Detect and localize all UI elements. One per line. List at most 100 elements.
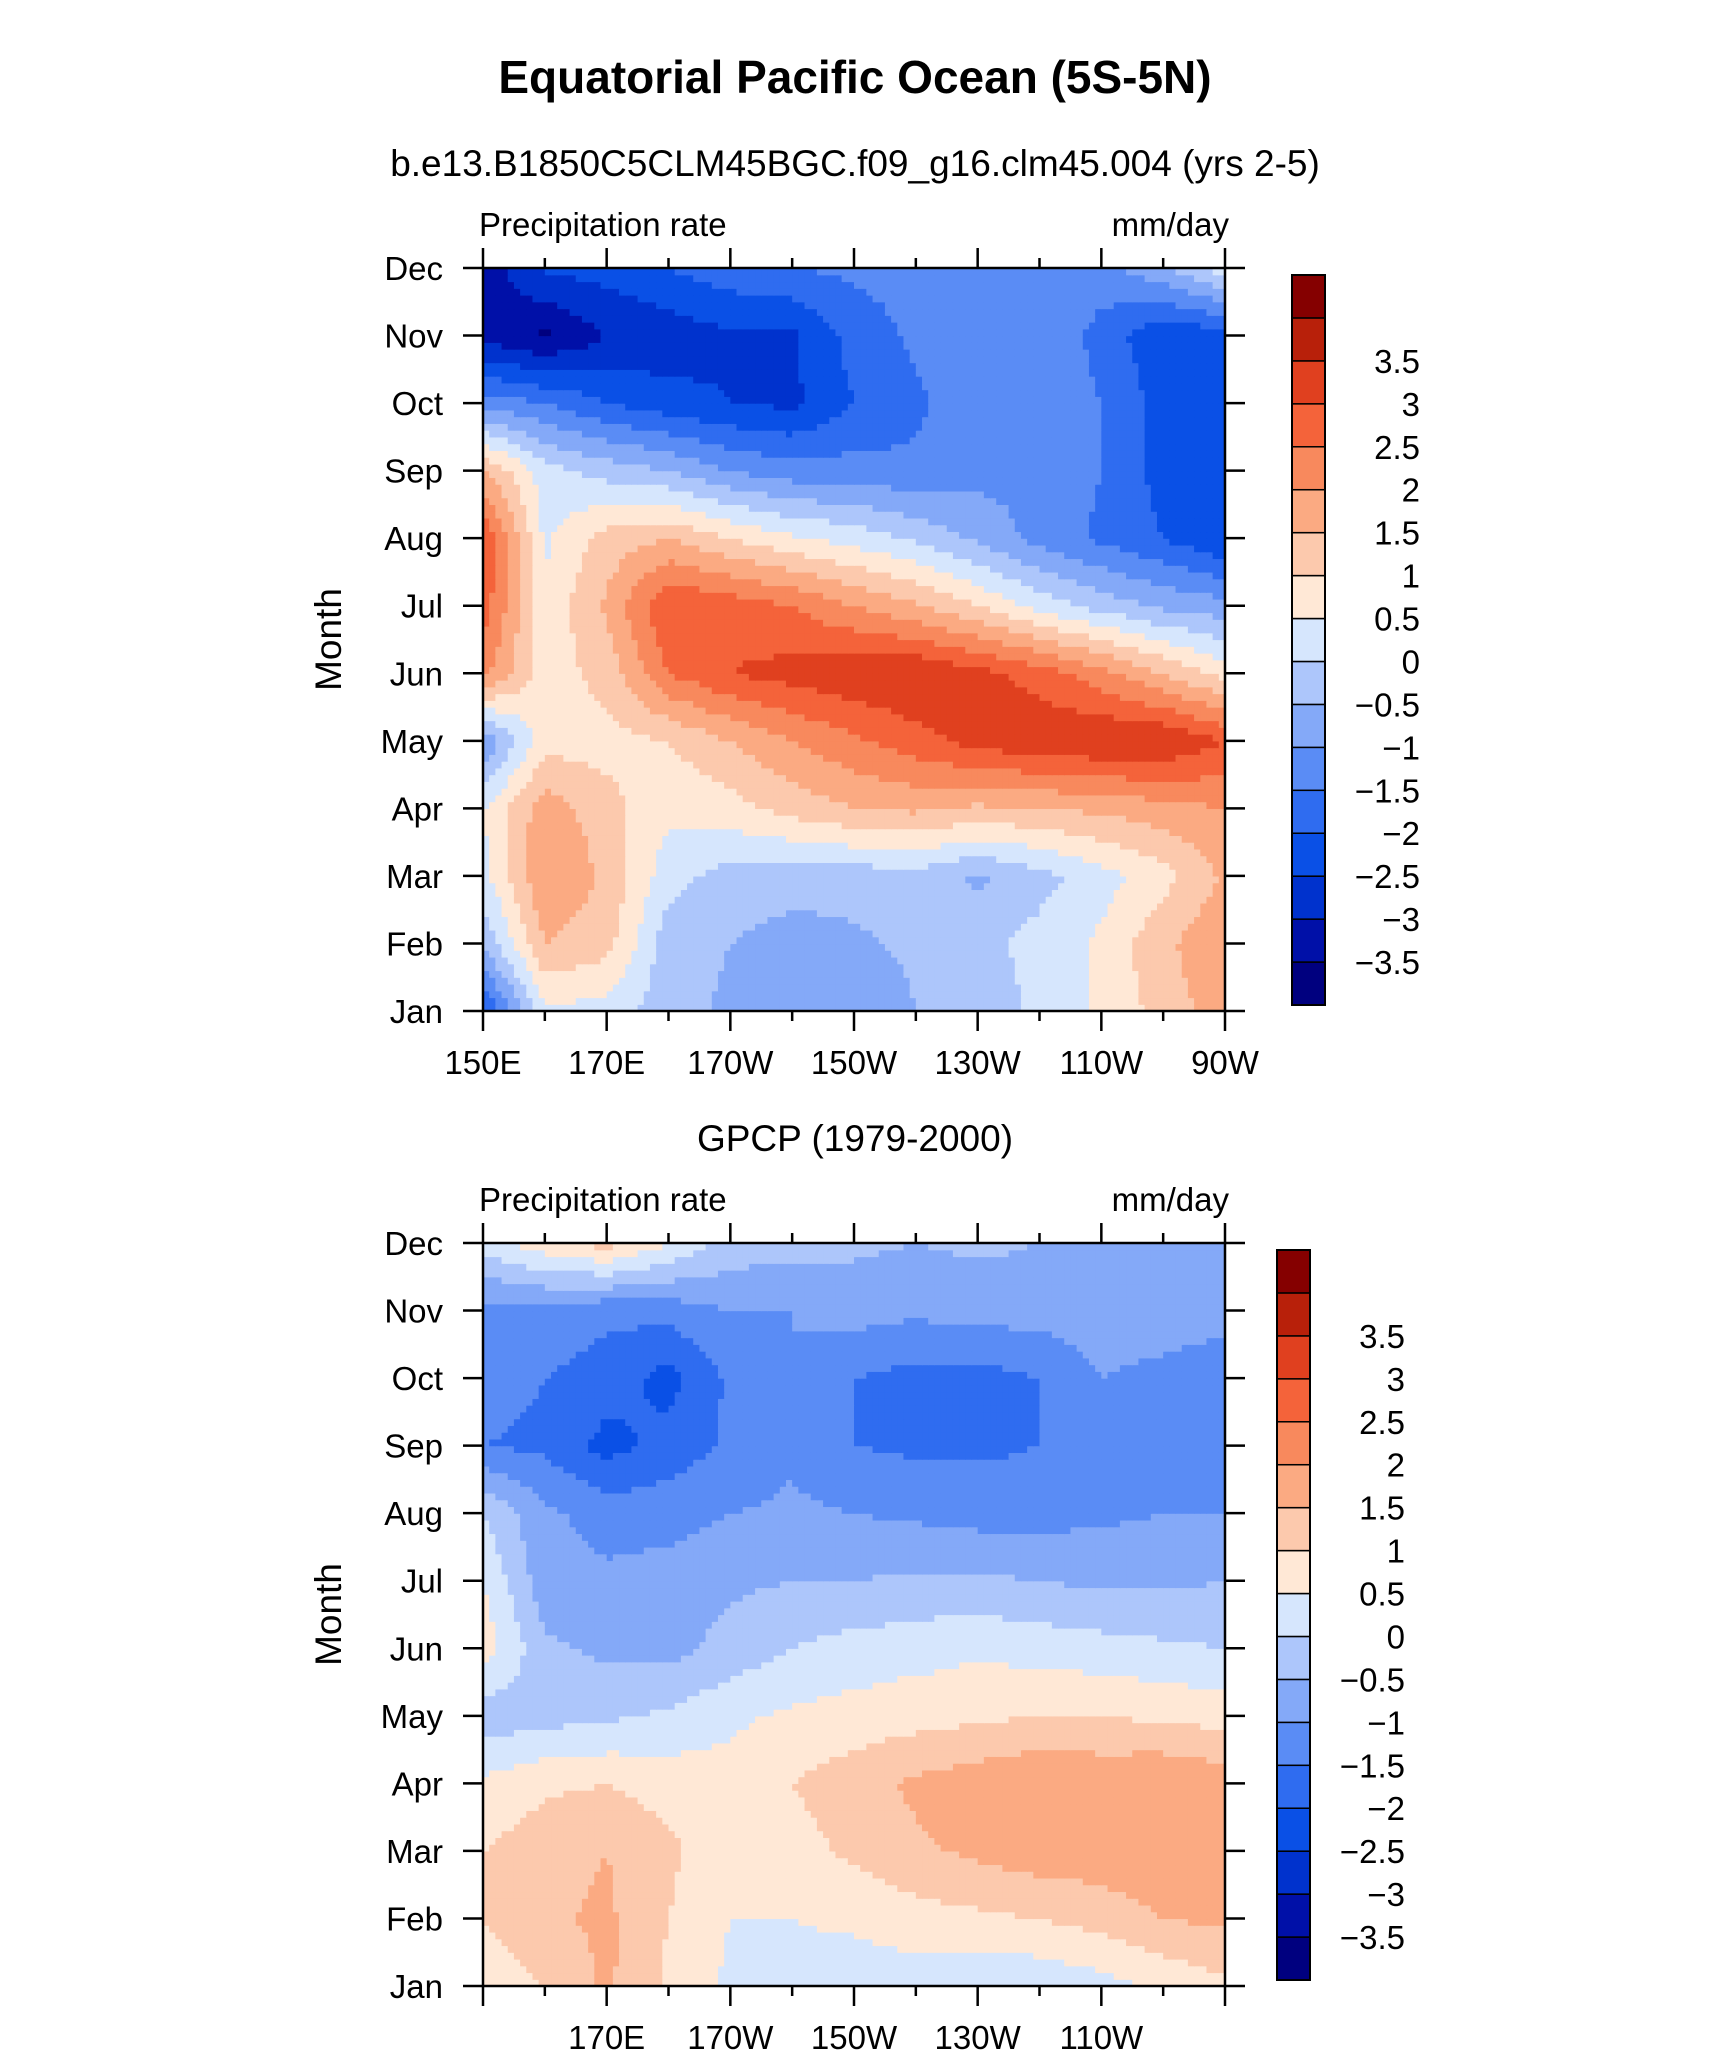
heatmap-cell [699, 997, 707, 1005]
heatmap-cell [940, 1004, 948, 1011]
heatmap-cell [507, 882, 515, 891]
heatmap-cell [773, 734, 781, 742]
heatmap-cell [557, 815, 564, 823]
heatmap-cell [748, 943, 756, 951]
heatmap-cell [1169, 875, 1177, 884]
heatmap-cell [785, 781, 793, 789]
heatmap-cell [761, 767, 769, 776]
heatmap-cell [965, 842, 973, 850]
heatmap-cell [996, 869, 1003, 877]
heatmap-cell [990, 774, 997, 782]
heatmap-cell [1058, 970, 1065, 978]
heatmap-cell [619, 909, 626, 918]
heatmap-cell [767, 740, 775, 749]
heatmap-cell [1187, 1004, 1195, 1011]
heatmap-cell [1045, 896, 1053, 904]
heatmap-cell [767, 950, 775, 958]
heatmap-cell [1082, 983, 1090, 992]
heatmap-cell [483, 754, 490, 762]
heatmap-cell [1051, 902, 1059, 911]
heatmap-cell [829, 997, 837, 1005]
heatmap-cell [612, 788, 620, 796]
heatmap-cell [742, 983, 750, 992]
heatmap-cell [606, 788, 614, 796]
heatmap-cell [736, 902, 744, 911]
heatmap-cell [1132, 902, 1140, 911]
heatmap-cell [1014, 950, 1022, 958]
heatmap-cell [680, 902, 688, 911]
heatmap-cell [520, 875, 527, 884]
heatmap-cell [1194, 781, 1201, 789]
heatmap-cell [643, 902, 651, 911]
heatmap-cell [625, 862, 632, 870]
heatmap-cell [1064, 916, 1072, 924]
heatmap-cell [878, 808, 886, 816]
heatmap-cell [594, 747, 602, 755]
heatmap-cell [1132, 983, 1140, 992]
heatmap-cell [1156, 848, 1164, 857]
heatmap-cell [823, 774, 830, 782]
heatmap-cell [884, 943, 892, 951]
heatmap-cell [483, 977, 490, 985]
heatmap-cell [847, 963, 855, 972]
heatmap-cell [1212, 902, 1220, 911]
heatmap-cell [1200, 936, 1208, 945]
heatmap-cell [1175, 767, 1183, 776]
heatmap-cell [674, 815, 682, 823]
heatmap-cell [748, 747, 756, 755]
heatmap-cell [1020, 740, 1028, 749]
heatmap-cell [1064, 882, 1072, 891]
heatmap-cell [600, 923, 608, 931]
heatmap-cell [816, 875, 824, 884]
heatmap-cell [1082, 862, 1090, 870]
heatmap-cell [544, 923, 552, 931]
heatmap-cell [891, 835, 898, 843]
heatmap-cell [940, 990, 948, 999]
heatmap-cell [903, 828, 911, 836]
heatmap-cell [792, 848, 799, 857]
heatmap-cell [1008, 842, 1016, 850]
heatmap-cell [755, 855, 762, 863]
heatmap-cell [1014, 855, 1022, 863]
heatmap-cell [625, 997, 632, 1005]
heatmap-cell [581, 882, 589, 891]
heatmap-cell [1156, 808, 1164, 816]
heatmap-cell [1150, 754, 1158, 762]
heatmap-cell [693, 821, 701, 830]
heatmap-cell [891, 855, 898, 863]
heatmap-cell [1088, 855, 1096, 863]
heatmap-cell [1126, 808, 1133, 816]
heatmap-cell [1039, 767, 1047, 776]
heatmap-cell [847, 767, 855, 776]
heatmap-cell [767, 788, 775, 796]
heatmap-cell [841, 734, 849, 742]
heatmap-cell [829, 990, 837, 999]
heatmap-cell [1163, 774, 1170, 782]
heatmap-cell [1095, 848, 1102, 857]
heatmap-cell [520, 734, 527, 742]
heatmap-cell [1033, 929, 1041, 938]
heatmap-cell [878, 767, 886, 776]
heatmap-cell [1088, 862, 1096, 870]
heatmap-cell [1070, 774, 1078, 782]
heatmap-cell [1033, 956, 1041, 965]
heatmap-cell [1132, 740, 1140, 749]
heatmap-cell [915, 815, 923, 823]
heatmap-cell [619, 896, 626, 904]
heatmap-cell [687, 923, 694, 931]
heatmap-cell [699, 916, 707, 924]
heatmap-cell [1181, 950, 1189, 958]
heatmap-cell [1200, 740, 1208, 749]
heatmap-cell [1175, 747, 1183, 755]
heatmap-cell [674, 754, 682, 762]
heatmap-cell [785, 869, 793, 877]
heatmap-cell [854, 781, 861, 789]
heatmap-cell [934, 774, 942, 782]
heatmap-cell [779, 862, 787, 870]
heatmap-cell [600, 983, 608, 992]
heatmap-cell [816, 774, 824, 782]
heatmap-cell [730, 815, 738, 823]
heatmap-cell [1138, 909, 1146, 918]
heatmap-cell [798, 740, 806, 749]
heatmap-cell [1002, 990, 1010, 999]
